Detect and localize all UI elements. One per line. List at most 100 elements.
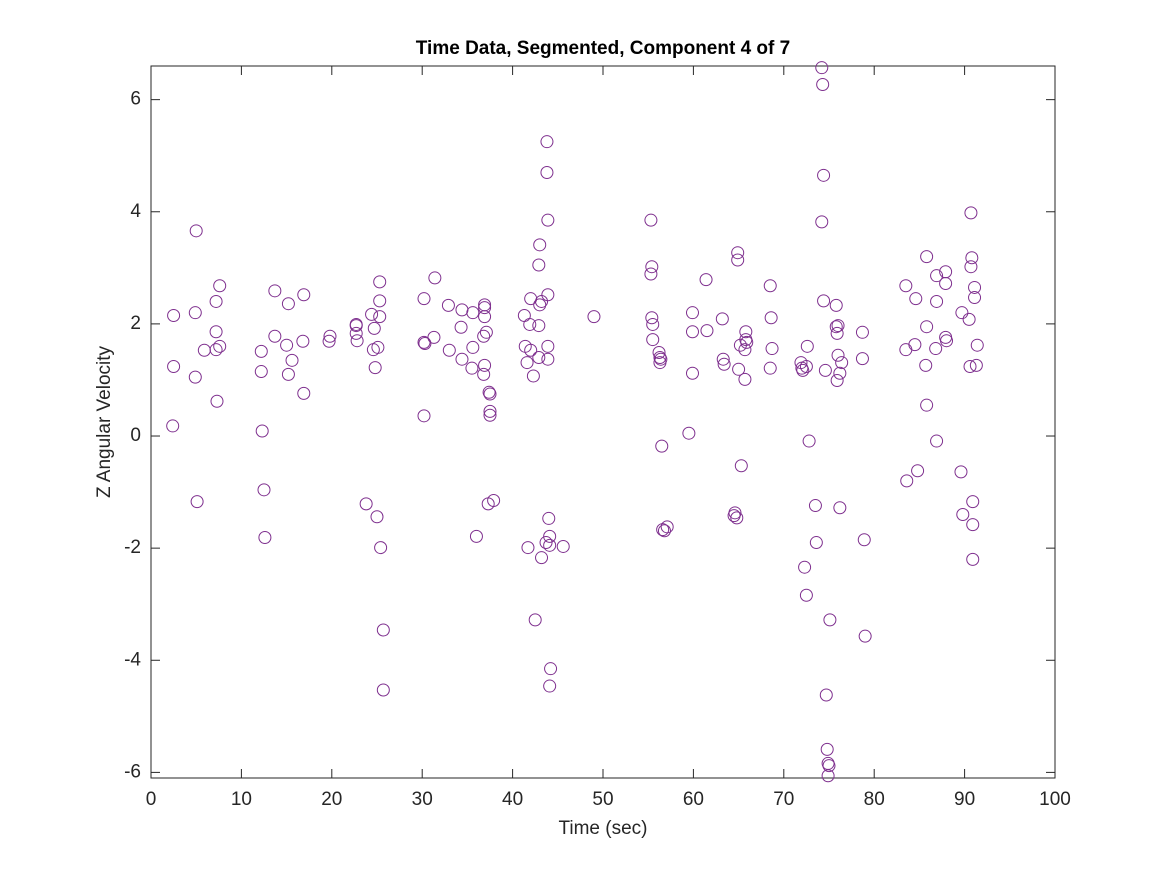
scatter-point [857, 533, 871, 547]
scatter-point [654, 352, 668, 366]
scatter-point [764, 311, 778, 325]
scatter-point [541, 352, 555, 366]
scatter-point [188, 370, 202, 384]
scatter-point [930, 434, 944, 448]
scatter-point [469, 529, 483, 543]
scatter-point [189, 224, 203, 238]
chart-title: Time Data, Segmented, Component 4 of 7 [416, 38, 790, 59]
scatter-point [322, 334, 336, 348]
scatter-point [350, 334, 364, 348]
x-tick-label: 10 [231, 789, 252, 810]
scatter-point [477, 329, 491, 343]
x-tick-label: 40 [502, 789, 523, 810]
scatter-point [478, 310, 492, 324]
scatter-point [929, 342, 943, 356]
scatter-point [257, 483, 271, 497]
scatter-point [646, 317, 660, 331]
scatter-point [268, 329, 282, 343]
scatter-point [682, 426, 696, 440]
scatter-point [542, 511, 556, 525]
scatter-point [968, 280, 982, 294]
scatter-point [646, 333, 660, 347]
scatter-point [254, 344, 268, 358]
scatter-point [374, 541, 388, 555]
scatter-point [817, 168, 831, 182]
scatter-point [716, 352, 730, 366]
scatter-point [376, 623, 390, 637]
scatter-point [365, 307, 379, 321]
scatter-point [483, 404, 497, 418]
scatter-point [543, 529, 557, 543]
scatter-point [368, 361, 382, 375]
scatter-point [477, 367, 491, 381]
scatter-point [819, 688, 833, 702]
scatter-point [371, 340, 385, 354]
scatter-point [297, 288, 311, 302]
scatter-point [799, 359, 813, 373]
scatter-point [532, 319, 546, 333]
scatter-point [655, 439, 669, 453]
y-tick-label: 4 [130, 201, 141, 222]
y-tick-label: -2 [124, 537, 141, 558]
scatter-point [831, 348, 845, 362]
scatter-point [455, 352, 469, 366]
scatter-point [255, 424, 269, 438]
scatter-point [835, 356, 849, 370]
scatter-point [728, 506, 742, 520]
scatter-point [829, 298, 843, 312]
scatter-point [540, 135, 554, 149]
scatter-point [478, 301, 492, 315]
scatter-point [544, 662, 558, 676]
scatter-point [349, 326, 363, 340]
scatter-point [816, 78, 830, 92]
scatter-point [417, 292, 431, 306]
scatter-point [442, 343, 456, 357]
scatter-point [911, 464, 925, 478]
scatter-point [190, 495, 204, 509]
scatter-point [821, 769, 835, 783]
scatter-point [833, 501, 847, 515]
scatter-point [541, 339, 555, 353]
scatter-point [739, 325, 753, 339]
scatter-point [454, 320, 468, 334]
scatter-point [731, 246, 745, 260]
scatter-point [657, 524, 671, 538]
scatter-point [808, 499, 822, 513]
scatter-point [730, 511, 744, 525]
scatter-point [483, 408, 497, 422]
x-tick-label: 30 [412, 789, 433, 810]
scatter-point [483, 387, 497, 401]
scatter-point [645, 260, 659, 274]
scatter-point [815, 215, 829, 229]
scatter-point [964, 206, 978, 220]
scatter-point [254, 365, 268, 379]
scatter-point [765, 342, 779, 356]
scatter-point [521, 541, 535, 555]
scatter-point [685, 366, 699, 380]
scatter-point [831, 319, 845, 333]
scatter-point [920, 398, 934, 412]
scatter-point [909, 292, 923, 306]
scatter-point [280, 338, 294, 352]
scatter-point [370, 510, 384, 524]
scatter-point [465, 361, 479, 375]
scatter-point [349, 317, 363, 331]
scatter-point [829, 320, 843, 334]
scatter-point [427, 330, 441, 344]
scatter-point [520, 356, 534, 370]
scatter-point [213, 339, 227, 353]
scatter-point [815, 61, 829, 75]
scatter-point [717, 357, 731, 371]
scatter-point [213, 279, 227, 293]
y-tick-label: -6 [124, 761, 141, 782]
scatter-point [830, 326, 844, 340]
x-tick-label: 50 [592, 789, 613, 810]
scatter-point [258, 530, 272, 544]
scatter-point [373, 275, 387, 289]
scatter-point [167, 308, 181, 322]
scatter-point [533, 298, 547, 312]
scatter-point [645, 311, 659, 325]
scatter-point [969, 358, 983, 372]
